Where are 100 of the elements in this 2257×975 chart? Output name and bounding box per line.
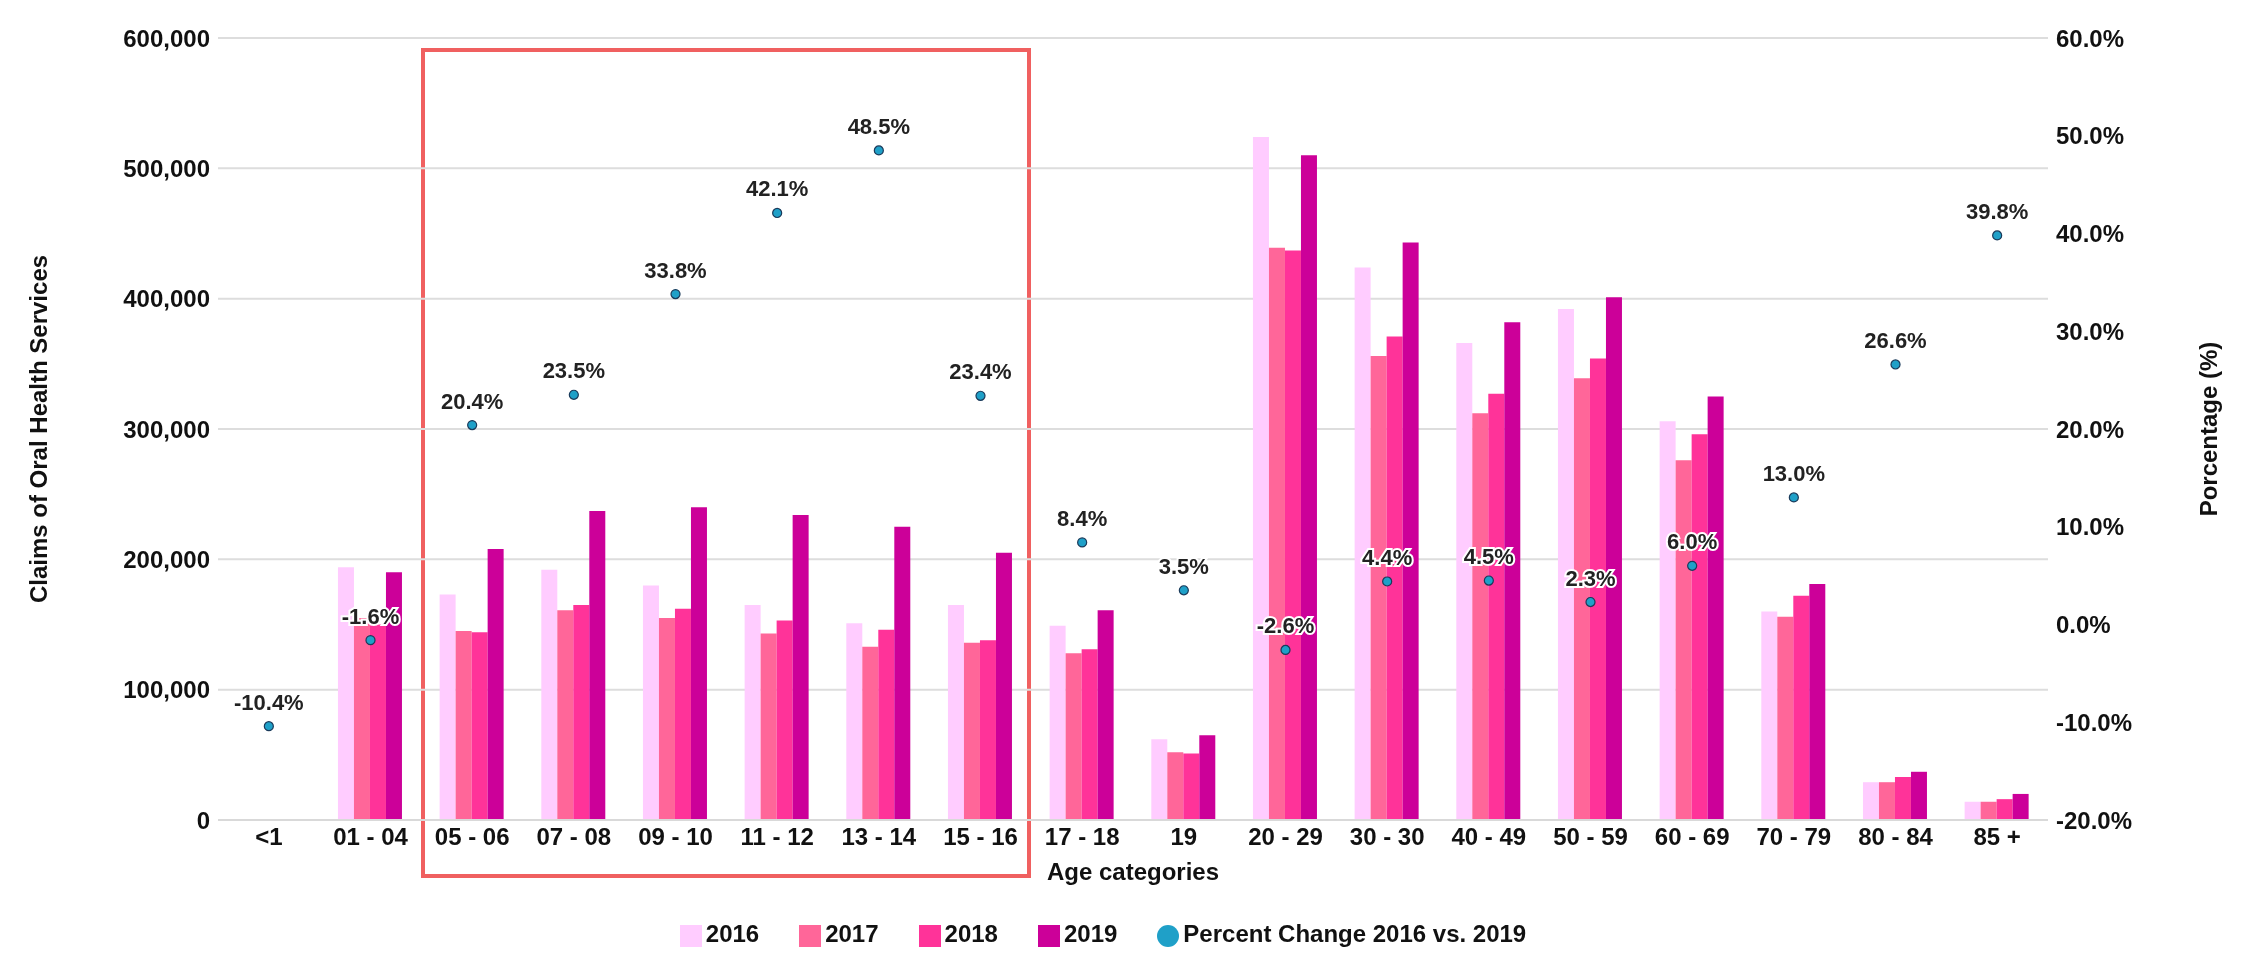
x-tick-label: 13 - 14: [841, 823, 917, 851]
bar: [541, 569, 558, 820]
y-tick-label: 600,000: [123, 24, 210, 52]
y-tick-label: 200,000: [123, 545, 210, 573]
y2-axis-title: Porcentage (%): [2194, 341, 2222, 517]
x-tick-label: 80 - 84: [1858, 823, 1934, 851]
y2-tick-label: 30.0%: [2056, 317, 2125, 345]
x-tick-label: 70 - 79: [1756, 823, 1832, 851]
point: [1382, 576, 1393, 587]
bar: [1964, 801, 1981, 820]
point: [1992, 230, 2003, 241]
bar: [439, 594, 456, 820]
y2-tick-label: 60.0%: [2056, 24, 2125, 52]
point: [1077, 537, 1088, 548]
y2-tick-label: -10.0%: [2056, 708, 2133, 736]
bar: [1777, 616, 1794, 820]
bar: [1183, 753, 1200, 820]
x-tick-label: 40 - 49: [1451, 823, 1527, 851]
x-tick-label: 07 - 08: [536, 823, 612, 851]
bar: [471, 632, 488, 820]
bar: [1081, 649, 1098, 820]
y2-tick-label: 0.0%: [2056, 611, 2111, 639]
point: [1890, 359, 1901, 370]
data-label: 39.8%: [1965, 198, 2029, 224]
bar: [1049, 625, 1066, 820]
legend-label: 2016: [705, 920, 760, 947]
bar: [674, 608, 691, 820]
bar: [487, 548, 504, 820]
bar: [963, 642, 980, 820]
point: [1687, 560, 1698, 571]
x-tick-label: 01 - 04: [333, 823, 409, 851]
bar: [878, 629, 895, 820]
bar: [1894, 776, 1911, 820]
data-label: 20.4%: [440, 388, 504, 414]
x-tick-label: 20 - 29: [1248, 823, 1323, 851]
point: [670, 289, 681, 300]
x-tick-label: 30 - 30: [1349, 823, 1425, 851]
legend-label: 2017: [825, 920, 879, 947]
data-label: 13.0%: [1762, 460, 1826, 486]
x-tick-label: 85 +: [1973, 823, 2021, 851]
bar: [979, 640, 996, 820]
bar: [1167, 752, 1184, 820]
point: [568, 389, 579, 400]
bar: [2012, 793, 2029, 820]
bar: [760, 633, 777, 820]
bar: [589, 511, 606, 820]
data-label: 23.5%: [542, 358, 606, 384]
bar: [846, 623, 863, 820]
bar: [658, 617, 675, 820]
data-label: 23.4%: [949, 359, 1012, 385]
data-label: 42.1%: [745, 176, 809, 202]
x-tick-label: 60 - 69: [1654, 823, 1730, 851]
bar: [894, 526, 911, 820]
point: [1178, 585, 1189, 596]
y-tick-label: 100,000: [123, 676, 210, 704]
x-tick-label: 09 - 10: [638, 823, 713, 851]
x-axis-title: Age categories: [1046, 858, 1220, 885]
bar: [744, 604, 761, 820]
y2-tick-label: 10.0%: [2056, 513, 2125, 541]
point: [467, 419, 478, 431]
bar: [642, 585, 659, 820]
point: [772, 207, 783, 219]
y2-tick-label: 20.0%: [2056, 415, 2125, 443]
bar: [1878, 782, 1895, 820]
bar: [792, 515, 809, 820]
legend-label: Percent Change 2016 vs. 2019: [1183, 920, 1527, 947]
bar: [947, 604, 964, 820]
y-tick-label: 0: [196, 806, 210, 834]
bar: [573, 604, 590, 820]
y-axis-title: Claims of Oral Health Services: [24, 254, 52, 604]
bar: [862, 646, 879, 820]
point: [365, 635, 376, 646]
bar: [1793, 595, 1810, 820]
legend-label: 2019: [1063, 920, 1118, 947]
bar: [1910, 771, 1927, 820]
bar: [1761, 611, 1778, 820]
x-tick-label: 11 - 12: [740, 823, 814, 851]
point: [873, 145, 884, 156]
data-label: 26.6%: [1864, 327, 1927, 353]
point: [1280, 644, 1291, 656]
bar: [1980, 801, 1997, 820]
bar: [1199, 735, 1216, 820]
x-tick-label: <1: [255, 823, 283, 851]
data-label: 33.8%: [644, 257, 707, 283]
y2-tick-label: 40.0%: [2056, 220, 2125, 248]
bar: [995, 552, 1012, 820]
data-label: 4.4%: [1362, 544, 1413, 570]
bar: [1862, 782, 1879, 820]
point: [1585, 596, 1596, 608]
bar: [1097, 610, 1114, 820]
point: [1483, 575, 1494, 586]
x-tick-label: 19: [1170, 823, 1198, 851]
y-tick-label: 400,000: [123, 285, 210, 313]
y2-tick-label: -20.0%: [2056, 806, 2133, 834]
bar: [1065, 653, 1082, 820]
point: [1788, 492, 1799, 503]
bar: [690, 507, 707, 820]
point: [263, 721, 274, 732]
x-tick-label: 17 - 18: [1044, 823, 1120, 851]
bar: [776, 620, 793, 820]
